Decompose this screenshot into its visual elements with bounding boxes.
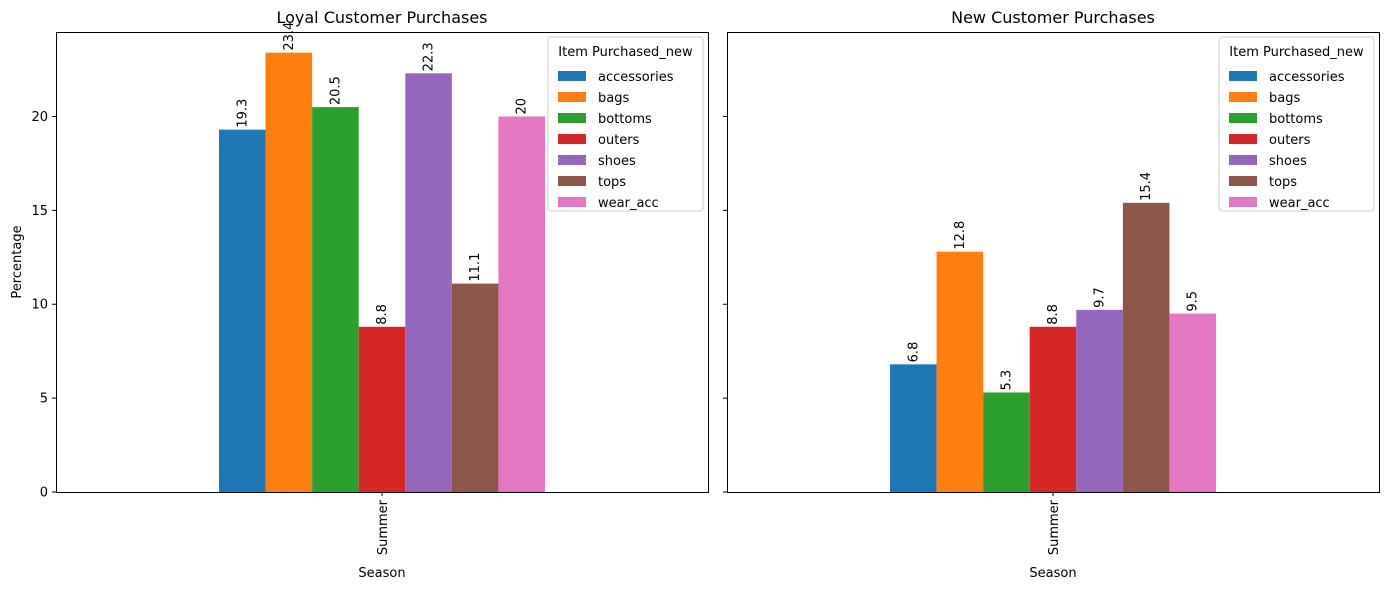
loyal-xtick-label: Summer	[376, 499, 391, 555]
loyal-legend-label-bags: bags	[598, 91, 629, 106]
new-legend-swatch-bottoms	[1229, 113, 1257, 123]
loyal-data-label-bags: 23.4	[282, 22, 297, 51]
loyal-ytick-label: 5	[40, 392, 48, 407]
loyal-data-label-wear_acc: 20	[515, 98, 530, 115]
new-bar-wear_acc	[1169, 313, 1216, 492]
loyal-data-label-tops: 11.1	[468, 253, 483, 282]
loyal-data-label-bottoms: 20.5	[328, 76, 343, 105]
new-data-label-bottoms: 5.3	[999, 370, 1014, 391]
loyal-ytick-label: 15	[31, 204, 48, 219]
loyal-legend-label-wear_acc: wear_acc	[598, 196, 659, 211]
new-legend-label-wear_acc: wear_acc	[1269, 196, 1330, 211]
new-data-label-tops: 15.4	[1139, 172, 1154, 201]
loyal-ytick-label: 10	[31, 298, 48, 313]
new-legend-label-outers: outers	[1269, 133, 1311, 148]
new-legend-label-bottoms: bottoms	[1269, 112, 1323, 127]
new-legend-swatch-shoes	[1229, 155, 1257, 165]
loyal-bar-accessories	[219, 129, 266, 492]
loyal-legend-label-accessories: accessories	[598, 70, 674, 85]
new-legend-label-bags: bags	[1269, 91, 1300, 106]
loyal-bar-wear_acc	[498, 116, 545, 493]
loyal-data-label-accessories: 19.3	[235, 99, 250, 128]
loyal-yaxis-label: Percentage	[10, 225, 25, 298]
new-legend-swatch-outers	[1229, 134, 1257, 144]
loyal-data-label-outers: 8.8	[375, 304, 390, 325]
loyal-legend-swatch-outers	[558, 134, 586, 144]
loyal-legend-title: Item Purchased_new	[558, 45, 693, 60]
new-xaxis-label: Season	[1029, 566, 1076, 581]
loyal-legend-swatch-shoes	[558, 155, 586, 165]
new-chart-title: New Customer Purchases	[951, 8, 1155, 27]
loyal-bar-bottoms	[312, 107, 359, 492]
loyal-legend-box	[547, 36, 704, 212]
new-xtick-label: Summer	[1047, 499, 1062, 555]
loyal-bar-bags	[265, 52, 313, 493]
new-legend-swatch-bags	[1229, 92, 1257, 102]
loyal-legend-swatch-bottoms	[558, 113, 586, 123]
new-legend-label-tops: tops	[1269, 175, 1297, 190]
loyal-bar-shoes	[405, 73, 452, 492]
new-data-label-wear_acc: 9.5	[1186, 291, 1201, 312]
loyal-legend-label-bottoms: bottoms	[598, 112, 652, 127]
loyal-legend-swatch-accessories	[558, 71, 586, 81]
new-legend-box	[1218, 36, 1375, 212]
loyal-legend-label-outers: outers	[598, 133, 640, 148]
new-legend-title: Item Purchased_new	[1229, 45, 1364, 60]
new-data-label-shoes: 9.7	[1093, 287, 1108, 308]
new-legend-swatch-accessories	[1229, 71, 1257, 81]
loyal-ytick-label: 20	[31, 110, 48, 125]
loyal-bar-tops	[451, 283, 499, 492]
new-bar-outers	[1029, 326, 1077, 492]
new-legend-label-accessories: accessories	[1269, 70, 1345, 85]
new-bar-bags	[936, 251, 984, 492]
new-data-label-accessories: 6.8	[906, 342, 921, 363]
new-legend-swatch-wear_acc	[1229, 197, 1257, 207]
new-bar-shoes	[1076, 309, 1123, 492]
loyal-legend-label-shoes: shoes	[598, 154, 636, 169]
loyal-bar-outers	[358, 326, 406, 492]
loyal-legend-swatch-tops	[558, 176, 586, 186]
new-legend-swatch-tops	[1229, 176, 1257, 186]
new-bar-bottoms	[983, 392, 1030, 492]
loyal-legend-swatch-wear_acc	[558, 197, 586, 207]
new-data-label-bags: 12.8	[953, 221, 968, 250]
loyal-legend-label-tops: tops	[598, 175, 626, 190]
new-bar-accessories	[890, 364, 937, 492]
loyal-xaxis-label: Season	[358, 566, 405, 581]
new-data-label-outers: 8.8	[1046, 304, 1061, 325]
loyal-ytick-label: 0	[40, 486, 48, 501]
loyal-legend-swatch-bags	[558, 92, 586, 102]
new-legend-label-shoes: shoes	[1269, 154, 1307, 169]
new-bar-tops	[1122, 202, 1170, 493]
loyal-chart-title: Loyal Customer Purchases	[276, 8, 487, 27]
loyal-data-label-shoes: 22.3	[422, 42, 437, 71]
